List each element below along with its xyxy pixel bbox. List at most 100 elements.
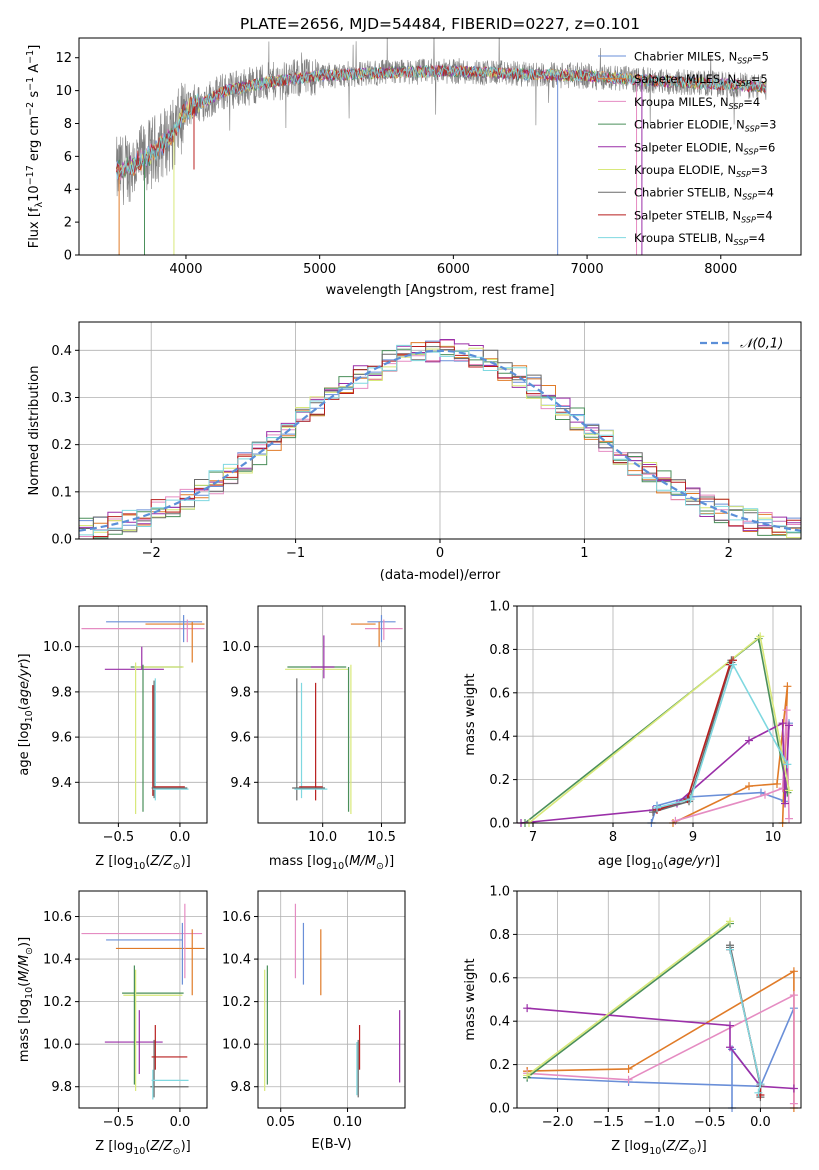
weight_vs_age-plot-area	[517, 632, 793, 827]
histogram-6	[79, 346, 801, 533]
x-axis-label: age [log10(age/yr)]	[598, 854, 720, 872]
y-tick-label: 10.4	[43, 953, 72, 968]
y-tick-label: 6	[64, 150, 72, 165]
y-tick-label: 9.8	[230, 1080, 251, 1095]
weight-marker	[754, 1088, 763, 1097]
weight-marker	[745, 782, 753, 791]
legend-entry: Chabrier STELIB, NSSP=4	[634, 186, 774, 202]
y-tick-label: 10.0	[43, 640, 72, 655]
x-tick-label: 8000	[704, 262, 737, 277]
weight-marker	[785, 786, 793, 795]
weight-marker	[789, 967, 798, 976]
weight-marker	[726, 945, 734, 954]
x-tick-label: 0	[436, 546, 444, 561]
axes-frame	[257, 605, 406, 824]
y-axis-label: mass weight	[463, 958, 478, 1040]
legend-entry: Kroupa MILES, NSSP=4	[634, 95, 760, 111]
spectrum-plot-area	[116, 38, 767, 255]
legend-entry: Salpeter MILES, NSSP=5	[634, 72, 768, 88]
x-tick-label: −0.5	[694, 1115, 726, 1130]
x-tick-label: 6000	[437, 262, 470, 277]
y-tick-label: 10.2	[43, 995, 72, 1010]
x-tick-label: 0.0	[170, 1115, 191, 1130]
y-tick-label: 9.4	[230, 776, 251, 791]
mass_vs_EBV-panel: 0.05 0.10 9.8 10.0 10.2 10.4 10.6 E(B-V)	[222, 890, 406, 1152]
mass_vs_Z-panel: −0.5 0.0 9.8 10.0 10.2 10.4 10.6 Z [log10(Z/Z⊙)…	[17, 890, 208, 1157]
y-tick-label: 4	[64, 183, 72, 198]
x-tick-label: 8	[609, 830, 617, 845]
weight-series-2	[675, 710, 790, 822]
weight-series-3	[526, 922, 731, 1079]
axes-frame	[516, 605, 802, 824]
y-tick-label: 0.8	[489, 928, 510, 943]
y-tick-label: 9.4	[51, 776, 72, 791]
y-tick-label: 10.6	[43, 910, 72, 925]
y-tick-label: 0.3	[51, 391, 72, 406]
x-axis-label: wavelength [Angstrom, rest frame]	[326, 283, 555, 298]
axes-frame	[78, 37, 802, 256]
y-tick-label: 0.2	[489, 1058, 510, 1073]
y-tick-label: 9.8	[51, 685, 72, 700]
weight-marker	[653, 803, 661, 812]
weight-marker	[785, 814, 793, 823]
x-tick-label: −2.0	[542, 1115, 574, 1130]
weight-marker	[783, 682, 792, 691]
weight-marker	[789, 991, 798, 1000]
legend-entry: Chabrier MILES, NSSP=5	[634, 50, 769, 66]
legend-entry: Kroupa ELODIE, NSSP=3	[634, 163, 768, 179]
weight-marker	[756, 1080, 765, 1089]
y-tick-label: 10.6	[222, 910, 251, 925]
age_vs_Z-panel: −0.5 0.0 9.4 9.6 9.8 10.0 Z [log10(Z/Z⊙)] age […	[17, 605, 208, 872]
y-tick-label: 0.6	[489, 686, 510, 701]
weight-marker	[523, 1004, 532, 1013]
axes-frame	[78, 605, 208, 824]
weight-series-5	[528, 634, 790, 824]
x-tick-label: 0.0	[170, 830, 191, 845]
weight-marker	[523, 1071, 532, 1080]
weight-marker	[789, 1084, 798, 1093]
weight-marker	[726, 1021, 734, 1030]
age_vs_mass-plot-area	[285, 615, 403, 814]
y-tick-label: 9.6	[51, 731, 72, 746]
y-tick-label: 9.6	[230, 731, 251, 746]
x-axis-label: Z [log10(Z/Z⊙)]	[95, 1139, 190, 1157]
y-tick-label: 0.4	[51, 344, 72, 359]
x-axis-label: Z [log10(Z/Z⊙)]	[611, 1139, 706, 1157]
y-tick-label: 0.0	[489, 817, 510, 832]
weight-series-5	[526, 920, 731, 1077]
x-tick-label: −1.5	[592, 1115, 624, 1130]
y-tick-label: 0.0	[51, 533, 72, 548]
histogram-7	[79, 341, 801, 539]
x-tick-label: −0.5	[103, 830, 135, 845]
y-tick-label: 0.2	[489, 773, 510, 788]
x-tick-label: −2	[142, 546, 161, 561]
spectrum-legend: Chabrier MILES, NSSP=5 Salpeter MILES, NS…	[598, 50, 776, 247]
legend-entry: 𝒩(0,1)	[740, 337, 783, 352]
normal-curve	[79, 349, 801, 532]
histogram-8	[79, 344, 801, 536]
weight-series-8	[656, 662, 789, 809]
y-tick-label: 9.8	[51, 1080, 72, 1095]
y-axis-label: age [log10(age/yr)]	[17, 653, 35, 775]
weight-marker	[624, 1064, 633, 1073]
x-axis-label: Z [log10(Z/Z⊙)]	[95, 854, 190, 872]
x-tick-label: 7	[529, 830, 537, 845]
y-tick-label: 1.0	[489, 885, 510, 900]
x-tick-label: −0.5	[103, 1115, 135, 1130]
weight-marker	[726, 917, 734, 926]
x-tick-label: 4000	[169, 262, 202, 277]
weight-series-1	[527, 969, 795, 1108]
x-tick-label: 2	[725, 546, 733, 561]
weight-marker	[745, 736, 753, 745]
y-tick-label: 12	[55, 51, 72, 66]
y-axis-label: Flux [fλ10−17 erg cm−2 s−1 A−1]	[25, 45, 45, 249]
y-tick-label: 0.0	[489, 1102, 510, 1117]
x-tick-label: 0.05	[266, 1115, 295, 1130]
y-tick-label: 10.4	[222, 953, 251, 968]
y-tick-label: 10.2	[222, 995, 251, 1010]
weight-marker	[783, 760, 792, 769]
weight-marker	[624, 1075, 633, 1084]
x-tick-label: 10.0	[308, 830, 337, 845]
y-tick-label: 8	[64, 117, 72, 132]
weight-marker	[781, 799, 789, 808]
